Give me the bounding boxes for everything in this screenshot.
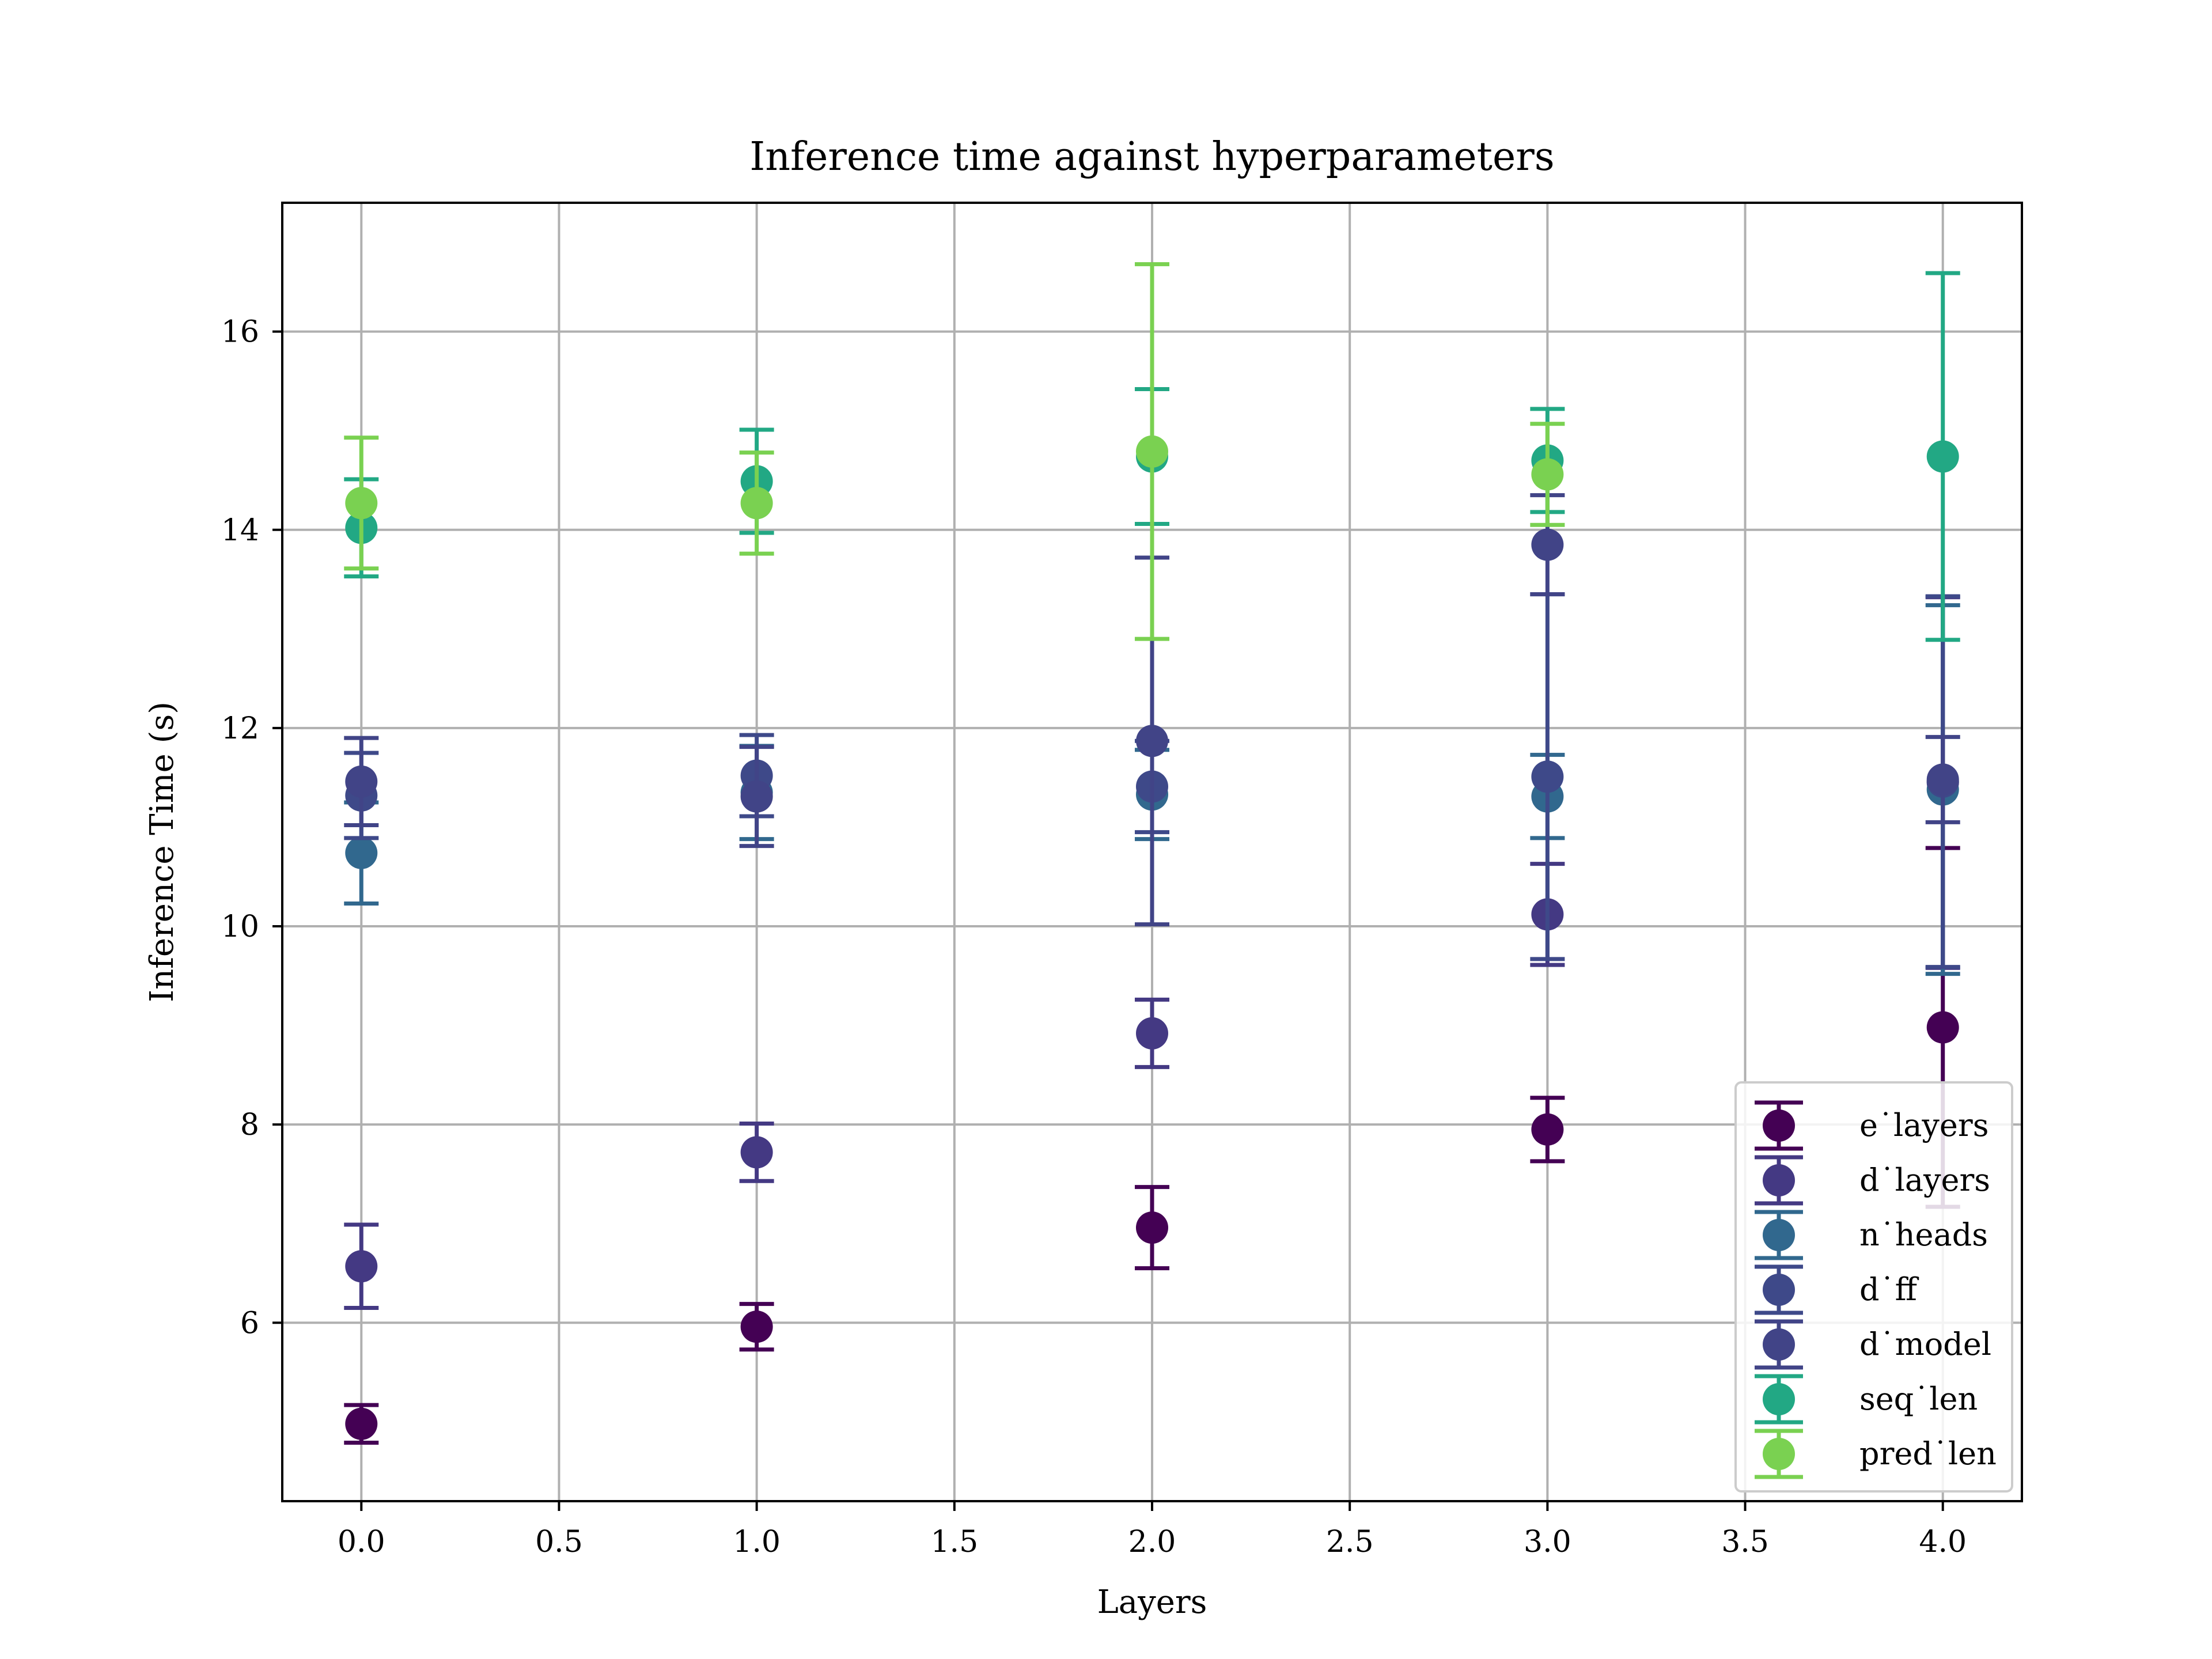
legend-label: d˙ff xyxy=(1859,1271,1919,1308)
x-tick-label: 2.0 xyxy=(1128,1525,1176,1559)
data-point xyxy=(1926,763,1959,796)
x-tick-label: 0.0 xyxy=(338,1525,385,1559)
data-point xyxy=(345,765,378,798)
x-tick-label: 1.0 xyxy=(733,1525,781,1559)
legend-item: seq˙len xyxy=(1755,1374,1978,1425)
data-point xyxy=(345,1250,378,1283)
series-4 xyxy=(344,493,1960,927)
legend-label: d˙model xyxy=(1859,1326,1991,1362)
axis-ticks: 0.0 0.5 1.0 1.5 2.0 2.5 3.0 3.5 4.0 6 8 10 12 14 16 xyxy=(221,315,1967,1559)
legend-marker xyxy=(1763,1383,1795,1415)
legend: e˙layers d˙layers n˙heads d˙ff d˙model seq˙le… xyxy=(1734,1081,2013,1493)
data-point xyxy=(740,487,773,520)
data-point xyxy=(740,1310,773,1343)
data-point xyxy=(345,836,378,869)
legend-marker xyxy=(1763,1328,1795,1361)
legend-item: e˙layers xyxy=(1755,1100,1988,1151)
legend-label: e˙layers xyxy=(1859,1107,1988,1143)
x-tick-label: 1.5 xyxy=(930,1525,978,1559)
x-tick-label: 3.0 xyxy=(1524,1525,1571,1559)
legend-label: seq˙len xyxy=(1859,1381,1978,1417)
y-tick-label: 14 xyxy=(221,513,259,548)
y-tick-label: 8 xyxy=(240,1108,259,1142)
data-point xyxy=(1136,725,1168,757)
data-point xyxy=(1136,435,1168,468)
data-point xyxy=(345,1407,378,1440)
y-axis-label: Inference Time (s) xyxy=(143,702,181,1002)
y-tick-label: 16 xyxy=(221,315,259,350)
legend-marker xyxy=(1763,1219,1795,1251)
legend-marker xyxy=(1763,1274,1795,1306)
legend-label: pred˙len xyxy=(1859,1435,1997,1472)
legend-label: d˙layers xyxy=(1859,1162,1990,1198)
legend-marker xyxy=(1763,1164,1795,1196)
legend-label: n˙heads xyxy=(1859,1217,1988,1253)
legend-box xyxy=(1734,1081,2013,1493)
data-point xyxy=(345,487,378,520)
x-tick-label: 3.5 xyxy=(1721,1525,1769,1559)
x-tick-label: 4.0 xyxy=(1919,1525,1967,1559)
y-tick-label: 6 xyxy=(240,1306,259,1340)
data-point xyxy=(740,780,773,813)
data-point xyxy=(1136,1017,1168,1050)
legend-item: d˙ff xyxy=(1755,1264,1919,1315)
legend-item: d˙model xyxy=(1755,1319,1991,1370)
y-tick-label: 10 xyxy=(221,910,259,944)
data-point xyxy=(1531,458,1564,491)
data-point xyxy=(1531,760,1564,793)
data-point xyxy=(1926,1011,1959,1044)
data-point xyxy=(1531,1113,1564,1146)
data-series xyxy=(344,262,1960,1445)
chart-title: Inference time against hyperparameters xyxy=(749,134,1554,180)
series-6 xyxy=(344,262,1565,641)
x-axis-label: Layers xyxy=(1097,1584,1207,1621)
legend-marker xyxy=(1763,1109,1795,1142)
x-tick-label: 0.5 xyxy=(535,1525,583,1559)
data-point xyxy=(740,1136,773,1169)
data-point xyxy=(1531,528,1564,561)
legend-marker xyxy=(1763,1438,1795,1470)
data-point xyxy=(1136,1211,1168,1244)
y-tick-label: 12 xyxy=(221,711,259,746)
legend-item: pred˙len xyxy=(1755,1429,1997,1479)
data-point xyxy=(1926,440,1959,473)
legend-item: n˙heads xyxy=(1755,1210,1988,1260)
x-tick-label: 2.5 xyxy=(1326,1525,1374,1559)
legend-item: d˙layers xyxy=(1755,1155,1990,1206)
